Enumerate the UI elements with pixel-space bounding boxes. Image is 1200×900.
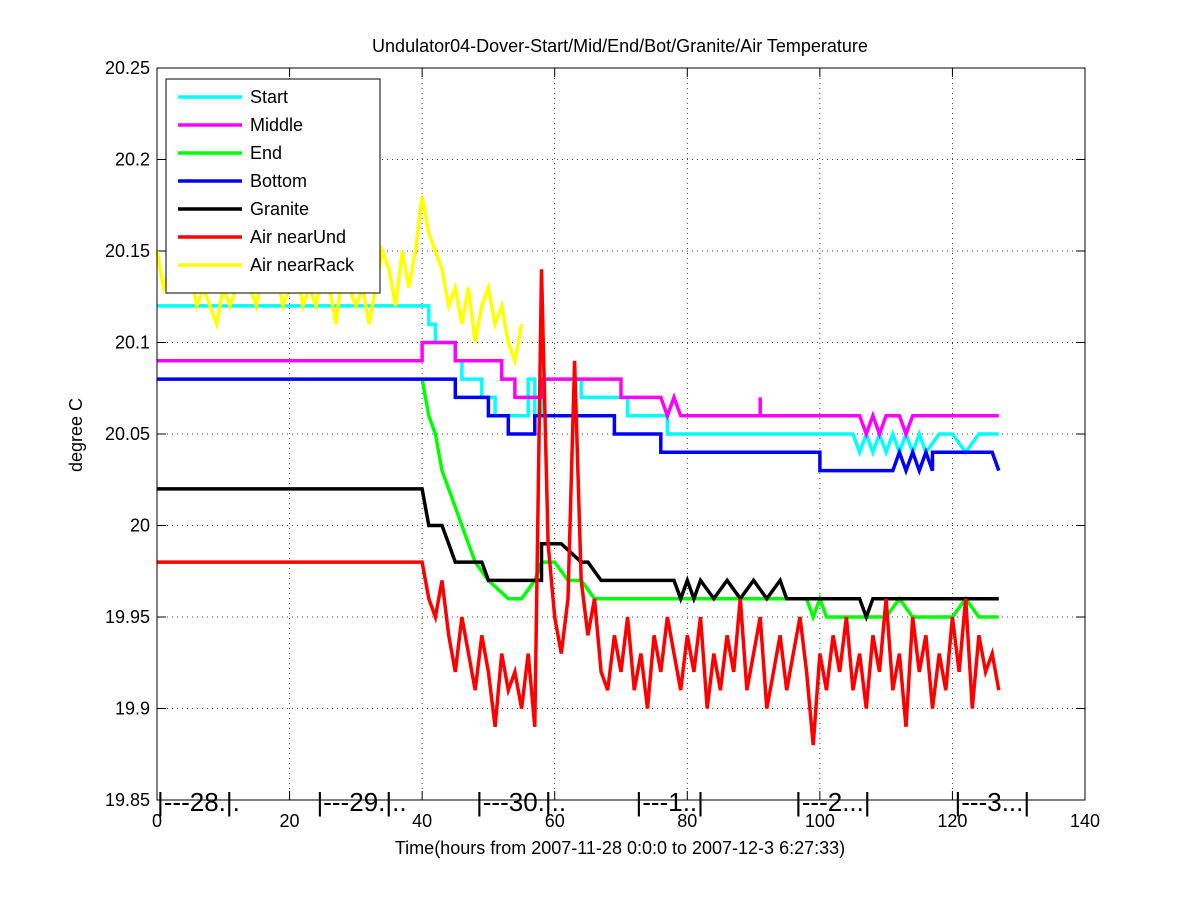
day-annotation: |---29.|.. [317, 787, 407, 817]
day-annotation: |---3...| [955, 787, 1031, 817]
y-tick-label: 20.2 [115, 150, 150, 170]
y-tick-label: 20.05 [105, 424, 150, 444]
x-tick-label: 0 [152, 811, 162, 831]
y-tick-label: 20.15 [105, 241, 150, 261]
x-tick-label: 100 [805, 811, 835, 831]
legend-label: Air nearUnd [250, 227, 346, 247]
x-tick-label: 80 [677, 811, 697, 831]
day-annotation: |---28.|. [157, 787, 240, 817]
legend-label: Granite [250, 199, 309, 219]
legend-label: End [250, 143, 282, 163]
chart-title: Undulator04-Dover-Start/Mid/End/Bot/Gran… [372, 36, 868, 56]
x-axis-label: Time(hours from 2007-11-28 0:0:0 to 2007… [395, 838, 845, 858]
y-tick-label: 19.9 [115, 699, 150, 719]
plot-frame [156, 67, 1086, 801]
series-line [157, 269, 1001, 746]
x-tick-label: 60 [545, 811, 565, 831]
x-tick-label: 140 [1070, 811, 1100, 831]
legend-box [165, 78, 381, 294]
legend-label: Bottom [250, 171, 307, 191]
x-tick-label: 120 [937, 811, 967, 831]
y-tick-label: 20.1 [115, 333, 150, 353]
x-tick-label: 20 [280, 811, 300, 831]
legend-label: Air nearRack [250, 255, 355, 275]
y-axis-label: degree C [66, 398, 86, 472]
day-annotation: |---30.|.. [476, 787, 566, 817]
day-annotation: |---1..| [636, 787, 704, 817]
series-line [157, 487, 999, 623]
day-annotation: |---2...| [795, 787, 871, 817]
legend-label: Middle [250, 115, 303, 135]
series-line [157, 340, 999, 440]
y-tick-label: 20 [130, 516, 150, 536]
series-line [157, 377, 1001, 476]
series-line [155, 195, 524, 368]
legend-label: Start [250, 87, 288, 107]
x-tick-label: 40 [412, 811, 432, 831]
y-tick-label: 19.95 [105, 607, 150, 627]
y-tick-label: 20.25 [105, 58, 150, 78]
y-tick-label: 19.85 [105, 790, 150, 810]
